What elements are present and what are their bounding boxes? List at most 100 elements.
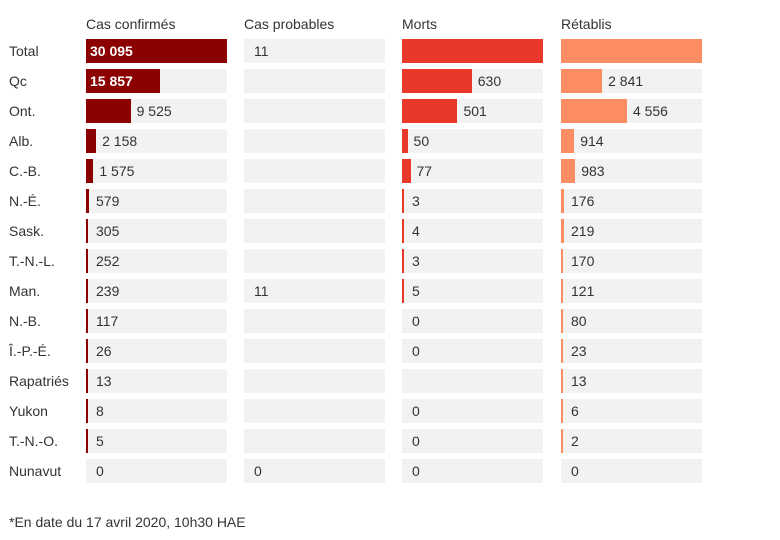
cell-deaths: 630 (402, 69, 543, 93)
cell-probable (244, 339, 385, 363)
bar-recovered (561, 99, 627, 123)
value-deaths: 5 (412, 283, 420, 299)
bar-confirmed (86, 99, 131, 123)
cell-deaths (402, 369, 543, 393)
cell-probable (244, 219, 385, 243)
value-recovered: 4 556 (632, 103, 668, 119)
cell-recovered: 13 (561, 369, 702, 393)
value-confirmed: 117 (96, 313, 119, 329)
bar-confirmed (86, 399, 88, 423)
bar-confirmed (86, 159, 94, 183)
cell-probable (244, 399, 385, 423)
cell-probable (244, 189, 385, 213)
value-confirmed: 1 575 (99, 163, 135, 179)
value-confirmed: 26 (96, 343, 112, 359)
cell-confirmed: 26 (86, 339, 227, 363)
cell-confirmed: 305 (86, 219, 227, 243)
bar-recovered (561, 369, 563, 393)
bar-confirmed (86, 129, 97, 153)
value-recovered: 13 (571, 373, 587, 389)
bar-deaths (402, 99, 458, 123)
column-header-probable: Cas probables (244, 16, 335, 32)
row-label: Rapatriés (9, 373, 69, 389)
cell-deaths: 4 (402, 219, 543, 243)
bar-recovered (561, 189, 564, 213)
cell-confirmed: 0 (86, 459, 227, 483)
value-deaths: 4 (412, 223, 420, 239)
value-deaths: 3 (412, 253, 420, 269)
value-confirmed: 239 (96, 283, 120, 299)
bar-recovered (561, 279, 563, 303)
bar-confirmed (86, 309, 88, 333)
value-confirmed: 579 (96, 193, 120, 209)
cell-deaths: 0 (402, 399, 543, 423)
cell-recovered: 2 841 (561, 69, 702, 93)
cell-deaths: 0 (402, 459, 543, 483)
bar-deaths (402, 129, 408, 153)
value-confirmed: 13 (96, 373, 112, 389)
bar-deaths (402, 69, 472, 93)
cell-deaths: 0 (402, 429, 543, 453)
bar-confirmed (86, 219, 88, 243)
cell-probable: 11 (244, 279, 385, 303)
bar-recovered (561, 339, 563, 363)
cell-deaths: 501 (402, 99, 543, 123)
bar-recovered (561, 249, 564, 273)
value-confirmed: 305 (96, 223, 120, 239)
value-probable: 11 (254, 43, 269, 59)
cell-probable (244, 129, 385, 153)
bar-recovered (561, 39, 702, 63)
cell-recovered: 170 (561, 249, 702, 273)
cell-probable: 0 (244, 459, 385, 483)
cell-recovered: 176 (561, 189, 702, 213)
row-label: Sask. (9, 223, 45, 239)
cell-confirmed: 239 (86, 279, 227, 303)
bar-recovered (561, 399, 563, 423)
cell-confirmed: 2 158 (86, 129, 227, 153)
cell-confirmed: 5 (86, 429, 227, 453)
value-deaths: 50 (413, 133, 430, 149)
value-recovered: 219 (571, 223, 595, 239)
value-recovered: 6 (571, 403, 579, 419)
bar-confirmed (86, 39, 227, 63)
cell-confirmed: 252 (86, 249, 227, 273)
value-deaths: 0 (412, 403, 420, 419)
cell-probable (244, 249, 385, 273)
bar-confirmed (86, 249, 88, 273)
bar-recovered (561, 309, 563, 333)
bar-confirmed (86, 429, 88, 453)
value-recovered: 914 (580, 133, 604, 149)
bar-deaths (402, 39, 543, 63)
cell-confirmed: 9 525 (86, 99, 227, 123)
row-label: C.-B. (9, 163, 41, 179)
cell-confirmed: 117 (86, 309, 227, 333)
bar-deaths (402, 249, 404, 273)
value-recovered: 23 (571, 343, 587, 359)
value-confirmed: 8 (96, 403, 104, 419)
bar-confirmed (86, 369, 88, 393)
column-header-recovered: Rétablis (561, 16, 612, 32)
row-label: Man. (9, 283, 41, 299)
row-label: Alb. (9, 133, 34, 149)
cell-recovered: 4 556 (561, 99, 702, 123)
cell-deaths: 3 (402, 249, 543, 273)
cell-probable (244, 369, 385, 393)
bar-confirmed (86, 339, 88, 363)
cell-confirmed: 579 (86, 189, 227, 213)
value-deaths: 0 (412, 313, 420, 329)
bar-deaths (402, 279, 404, 303)
bar-recovered (561, 219, 565, 243)
bar-confirmed (86, 189, 89, 213)
value-deaths: 3 (412, 193, 420, 209)
cell-probable: 11 (244, 39, 385, 63)
value-recovered: 80 (571, 313, 587, 329)
bar-recovered (561, 429, 563, 453)
value-confirmed: 2 158 (102, 133, 138, 149)
value-recovered: 121 (571, 283, 595, 299)
row-label: N.-B. (9, 313, 41, 329)
value-recovered: 2 (571, 433, 579, 449)
value-confirmed: 0 (96, 463, 104, 479)
value-recovered: 0 (571, 463, 579, 479)
value-probable: 0 (254, 463, 262, 479)
row-label: T.-N.-L. (9, 253, 55, 269)
